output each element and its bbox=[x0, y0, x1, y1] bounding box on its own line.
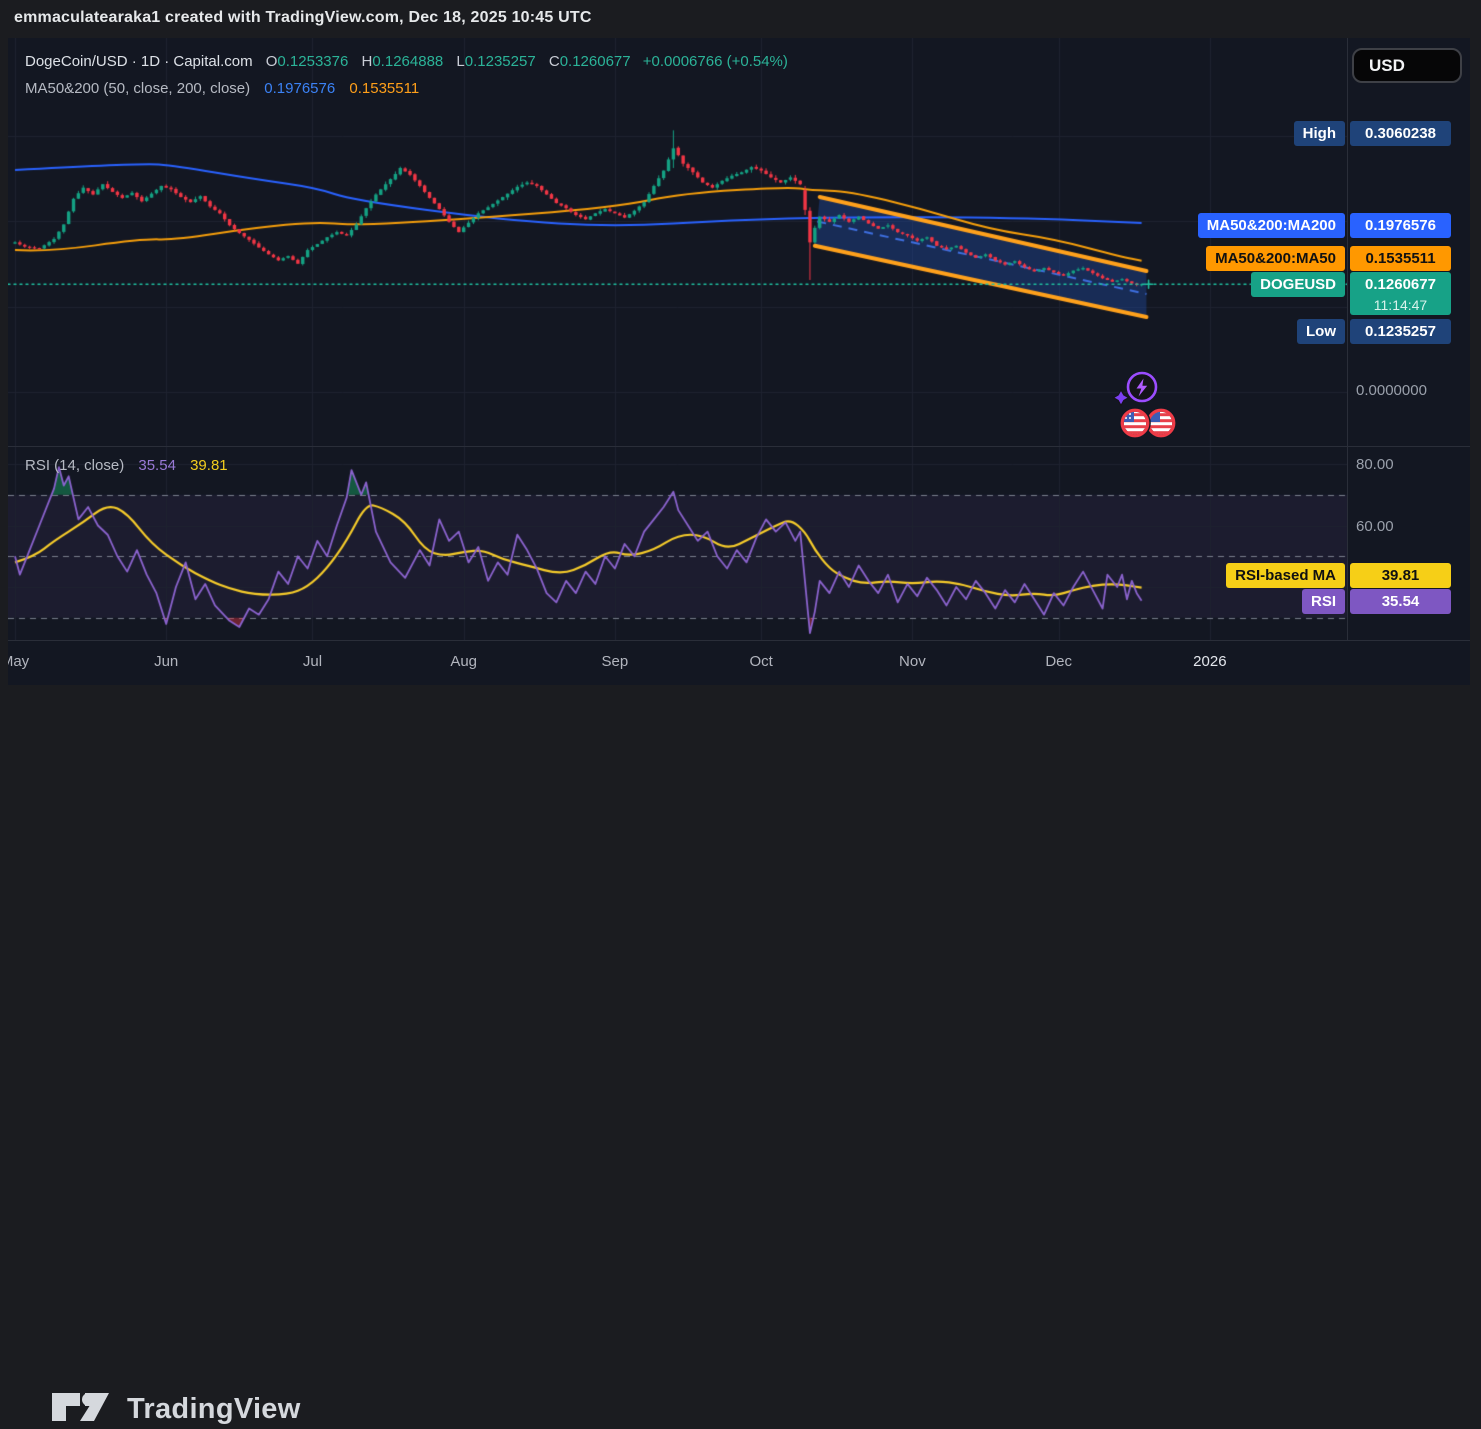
time-axis-separator bbox=[8, 640, 1470, 641]
last-price-number: 0.1260677 bbox=[1365, 276, 1436, 293]
price-scale-separator[interactable] bbox=[1347, 38, 1348, 640]
rsi-pane-canvas[interactable] bbox=[8, 447, 1347, 640]
symbol-legend-row[interactable]: DogeCoin/USD · 1D · Capital.com O0.12533… bbox=[25, 53, 788, 70]
high-price-tag: High bbox=[1293, 121, 1345, 146]
ma-indicator-title[interactable]: MA50&200 (50, close, 200, close) bbox=[25, 80, 251, 97]
time-axis-label-aug: Aug bbox=[450, 653, 478, 670]
ma50-axis-value: 0.1535511 bbox=[1350, 246, 1451, 271]
tradingview-logo[interactable]: TradingView bbox=[52, 1389, 301, 1429]
ma200-legend-value: 0.1976576 bbox=[264, 80, 336, 97]
rsi-ma-legend-value: 39.81 bbox=[190, 457, 228, 474]
low-price-tag: Low bbox=[1297, 319, 1345, 344]
currency-usd-button[interactable]: USD bbox=[1352, 48, 1462, 83]
ma200-axis-tag: MA50&200:MA200 bbox=[1197, 213, 1345, 238]
time-axis-label-may: May bbox=[8, 653, 30, 670]
ma50-axis-tag: MA50&200:MA50 bbox=[1206, 246, 1345, 271]
time-axis[interactable]: May Jun Jul Aug Sep Oct Nov Dec 2026 bbox=[8, 641, 1470, 685]
high-price-value: 0.3060238 bbox=[1350, 121, 1451, 146]
open-letter: O bbox=[265, 53, 278, 70]
close-value: 0.1260677 bbox=[559, 53, 631, 70]
low-value: 0.1235257 bbox=[464, 53, 536, 70]
open-value: 0.1253376 bbox=[277, 53, 349, 70]
rsi-scale-tick-60[interactable]: 60.00 bbox=[1356, 518, 1394, 535]
tradingview-logo-text: TradingView bbox=[127, 1392, 301, 1425]
high-value: 0.1264888 bbox=[372, 53, 444, 70]
symbol-title[interactable]: DogeCoin/USD · 1D · Capital.com bbox=[25, 53, 253, 70]
ma50-legend-value: 0.1535511 bbox=[349, 80, 420, 97]
rsi-scale-tick-80[interactable]: 80.00 bbox=[1356, 456, 1394, 473]
rsi-axis-tag: RSI bbox=[1301, 589, 1345, 614]
time-axis-label-jul: Jul bbox=[302, 653, 323, 670]
attribution-bar: emmaculatearaka1 created with TradingVie… bbox=[0, 0, 1481, 38]
rsi-legend-value: 35.54 bbox=[138, 457, 176, 474]
time-axis-label-dec: Dec bbox=[1045, 653, 1073, 670]
attribution-text: emmaculatearaka1 created with TradingVie… bbox=[14, 9, 592, 26]
us-flags-event-marker-icon[interactable] bbox=[1118, 405, 1182, 441]
time-axis-label-oct: Oct bbox=[749, 653, 773, 670]
last-price-axis-value: 0.1260677 11:14:47 bbox=[1350, 272, 1451, 315]
footer-bar: TradingView bbox=[0, 685, 1481, 1425]
flash-idea-marker-icon[interactable] bbox=[1110, 366, 1158, 408]
price-chart-canvas[interactable] bbox=[8, 38, 1347, 447]
ma200-axis-value: 0.1976576 bbox=[1350, 213, 1451, 238]
ma-indicator-legend-row[interactable]: MA50&200 (50, close, 200, close) 0.19765… bbox=[25, 80, 419, 97]
rsi-ma-axis-tag: RSI-based MA bbox=[1226, 563, 1345, 588]
high-letter: H bbox=[361, 53, 373, 70]
time-axis-label-jun: Jun bbox=[154, 653, 179, 670]
change-value: +0.0006766 (+0.54%) bbox=[642, 53, 788, 70]
bar-countdown: 11:14:47 bbox=[1373, 297, 1428, 313]
low-price-value: 0.1235257 bbox=[1350, 319, 1451, 344]
price-scale-tick-zero[interactable]: 0.0000000 bbox=[1356, 382, 1427, 399]
symbol-axis-tag: DOGEUSD bbox=[1251, 272, 1345, 297]
time-axis-label-sep: Sep bbox=[601, 653, 629, 670]
pane-separator[interactable] bbox=[8, 446, 1470, 447]
time-axis-label-nov: Nov bbox=[899, 653, 926, 670]
rsi-indicator-title[interactable]: RSI (14, close) bbox=[25, 457, 125, 474]
rsi-ma-axis-value: 39.81 bbox=[1350, 563, 1451, 588]
rsi-axis-value: 35.54 bbox=[1350, 589, 1451, 614]
rsi-indicator-legend-row[interactable]: RSI (14, close) 35.54 39.81 bbox=[25, 457, 228, 474]
tradingview-logo-icon bbox=[52, 1393, 109, 1421]
low-letter: L bbox=[456, 53, 465, 70]
close-letter: C bbox=[548, 53, 560, 70]
time-axis-label-2026: 2026 bbox=[1193, 653, 1227, 670]
